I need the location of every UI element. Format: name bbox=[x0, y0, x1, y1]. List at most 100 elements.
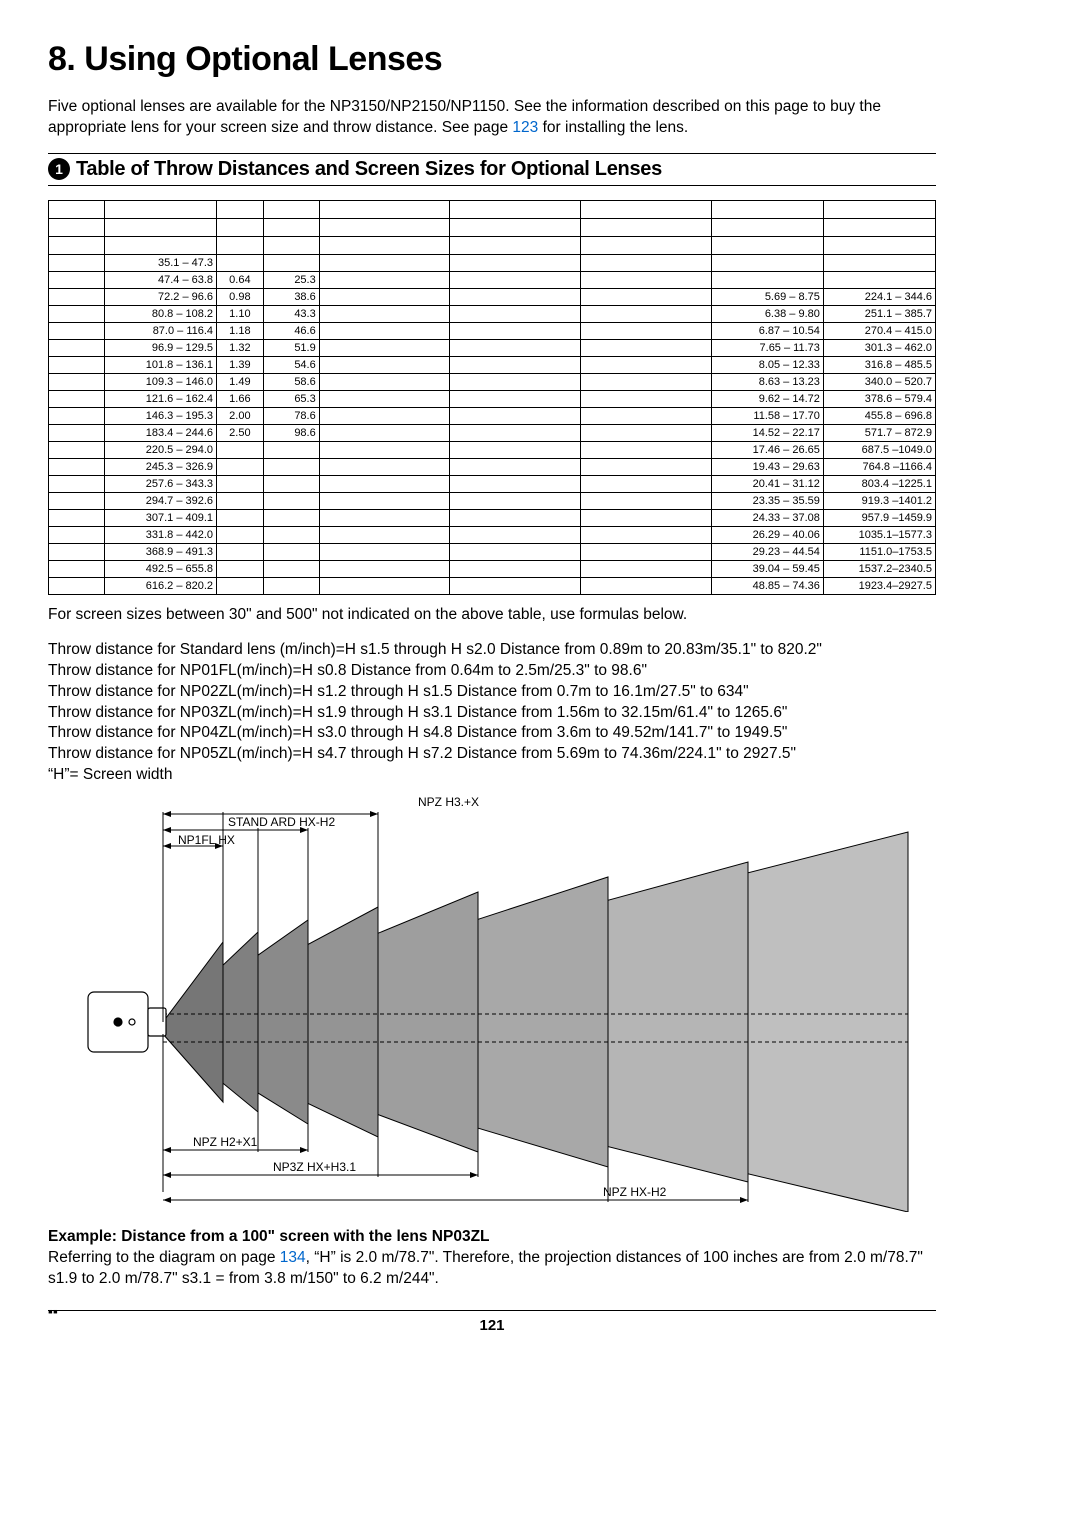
table-cell: 54.6 bbox=[263, 356, 319, 373]
table-cell bbox=[49, 356, 105, 373]
table-cell bbox=[49, 322, 105, 339]
table-cell: 25.3 bbox=[263, 271, 319, 288]
table-cell: 1537.2–2340.5 bbox=[823, 560, 935, 577]
table-cell: 307.1 – 409.1 bbox=[105, 509, 217, 526]
table-cell: 35.1 – 47.3 bbox=[105, 254, 217, 271]
table-cell bbox=[450, 458, 581, 475]
table-row: 47.4 – 63.80.6425.3 bbox=[49, 271, 936, 288]
table-cell bbox=[450, 339, 581, 356]
table-cell bbox=[581, 560, 712, 577]
table-cell bbox=[217, 543, 264, 560]
intro-paragraph: Five optional lenses are available for t… bbox=[48, 97, 936, 139]
formula-line: “H”= Screen width bbox=[48, 765, 936, 786]
table-cell: 1.18 bbox=[217, 322, 264, 339]
table-cell: 121.6 – 162.4 bbox=[105, 390, 217, 407]
table-cell: 378.6 – 579.4 bbox=[823, 390, 935, 407]
table-cell: 7.65 – 11.73 bbox=[711, 339, 823, 356]
formula-line: Throw distance for NP01FL(m/inch)=H s0.8… bbox=[48, 661, 936, 682]
table-cell: 183.4 – 244.6 bbox=[105, 424, 217, 441]
chapter-title: 8. Using Optional Lenses bbox=[48, 40, 936, 79]
table-cell: 5.69 – 8.75 bbox=[711, 288, 823, 305]
diagram-label-np04zl: NPZ HX-H2 bbox=[603, 1185, 667, 1199]
table-cell bbox=[217, 475, 264, 492]
table-row: 294.7 – 392.623.35 – 35.59919.3 –1401.2 bbox=[49, 492, 936, 509]
table-row: 80.8 – 108.21.1043.36.38 – 9.80251.1 – 3… bbox=[49, 305, 936, 322]
section-header: 1 Table of Throw Distances and Screen Si… bbox=[48, 153, 936, 186]
table-cell bbox=[319, 492, 450, 509]
table-cell: 1.10 bbox=[217, 305, 264, 322]
table-row: 368.9 – 491.329.23 – 44.541151.0–1753.5 bbox=[49, 543, 936, 560]
table-cell: 26.29 – 40.06 bbox=[711, 526, 823, 543]
table-cell: 1035.1–1577.3 bbox=[823, 526, 935, 543]
table-cell bbox=[49, 475, 105, 492]
table-cell: 220.5 – 294.0 bbox=[105, 441, 217, 458]
table-cell bbox=[49, 288, 105, 305]
table-cell: 687.5 –1049.0 bbox=[823, 441, 935, 458]
table-cell bbox=[450, 424, 581, 441]
table-cell bbox=[319, 390, 450, 407]
table-cell bbox=[450, 543, 581, 560]
table-cell bbox=[263, 509, 319, 526]
table-cell: 1923.4–2927.5 bbox=[823, 577, 935, 594]
section-title: Table of Throw Distances and Screen Size… bbox=[76, 158, 662, 181]
table-cell bbox=[49, 254, 105, 271]
formula-line: Throw distance for NP04ZL(m/inch)=H s3.0… bbox=[48, 723, 936, 744]
table-cell: 20.41 – 31.12 bbox=[711, 475, 823, 492]
table-cell: 919.3 –1401.2 bbox=[823, 492, 935, 509]
table-cell: 331.8 – 442.0 bbox=[105, 526, 217, 543]
table-cell bbox=[581, 390, 712, 407]
formulas-block: Throw distance for Standard lens (m/inch… bbox=[48, 640, 936, 786]
table-cell bbox=[319, 543, 450, 560]
table-cell bbox=[450, 577, 581, 594]
table-cell bbox=[581, 543, 712, 560]
table-cell: 270.4 – 415.0 bbox=[823, 322, 935, 339]
table-cell: 46.6 bbox=[263, 322, 319, 339]
table-row: 109.3 – 146.01.4958.68.63 – 13.23340.0 –… bbox=[49, 373, 936, 390]
table-cell: 38.6 bbox=[263, 288, 319, 305]
throw-diagram: NPZ H3.+X STAND ARD HX-H2 NP1FL HX NPZ H… bbox=[48, 792, 936, 1217]
table-cell bbox=[263, 560, 319, 577]
table-cell: 87.0 – 116.4 bbox=[105, 322, 217, 339]
intro-text-a: Five optional lenses are available for t… bbox=[48, 98, 881, 136]
throw-distance-table: 35.1 – 47.347.4 – 63.80.6425.372.2 – 96.… bbox=[48, 200, 936, 595]
table-cell bbox=[450, 492, 581, 509]
table-cell bbox=[49, 492, 105, 509]
table-cell: 48.85 – 74.36 bbox=[711, 577, 823, 594]
table-cell: 96.9 – 129.5 bbox=[105, 339, 217, 356]
table-cell bbox=[319, 475, 450, 492]
table-cell bbox=[450, 475, 581, 492]
page-link-134[interactable]: 134 bbox=[280, 1249, 306, 1266]
table-cell bbox=[319, 305, 450, 322]
table-cell bbox=[581, 577, 712, 594]
table-cell: 9.62 – 14.72 bbox=[711, 390, 823, 407]
diagram-label-np03zl: NP3Z HX+H3.1 bbox=[273, 1160, 356, 1174]
table-row: 72.2 – 96.60.9838.65.69 – 8.75224.1 – 34… bbox=[49, 288, 936, 305]
table-cell bbox=[581, 424, 712, 441]
table-cell bbox=[450, 526, 581, 543]
table-cell bbox=[319, 509, 450, 526]
table-cell: 1.66 bbox=[217, 390, 264, 407]
table-row: 183.4 – 244.62.5098.614.52 – 22.17571.7 … bbox=[49, 424, 936, 441]
table-cell: 316.8 – 485.5 bbox=[823, 356, 935, 373]
table-row: 307.1 – 409.124.33 – 37.08957.9 –1459.9 bbox=[49, 509, 936, 526]
formula-line: Throw distance for NP05ZL(m/inch)=H s4.7… bbox=[48, 744, 936, 765]
table-cell bbox=[217, 526, 264, 543]
table-cell: 0.98 bbox=[217, 288, 264, 305]
table-cell bbox=[49, 339, 105, 356]
table-cell: 764.8 –1166.4 bbox=[823, 458, 935, 475]
table-cell bbox=[319, 424, 450, 441]
table-cell bbox=[319, 373, 450, 390]
table-cell bbox=[450, 254, 581, 271]
table-cell: 455.8 – 696.8 bbox=[823, 407, 935, 424]
table-cell bbox=[581, 254, 712, 271]
page-link-123[interactable]: 123 bbox=[512, 119, 538, 136]
table-cell: 98.6 bbox=[263, 424, 319, 441]
table-cell bbox=[450, 288, 581, 305]
table-cell bbox=[319, 577, 450, 594]
table-cell bbox=[319, 271, 450, 288]
table-row: 492.5 – 655.839.04 – 59.451537.2–2340.5 bbox=[49, 560, 936, 577]
table-cell bbox=[49, 458, 105, 475]
table-cell bbox=[711, 254, 823, 271]
table-cell: 251.1 – 385.7 bbox=[823, 305, 935, 322]
diagram-label-np02zl: NPZ H2+X1 bbox=[193, 1135, 258, 1149]
